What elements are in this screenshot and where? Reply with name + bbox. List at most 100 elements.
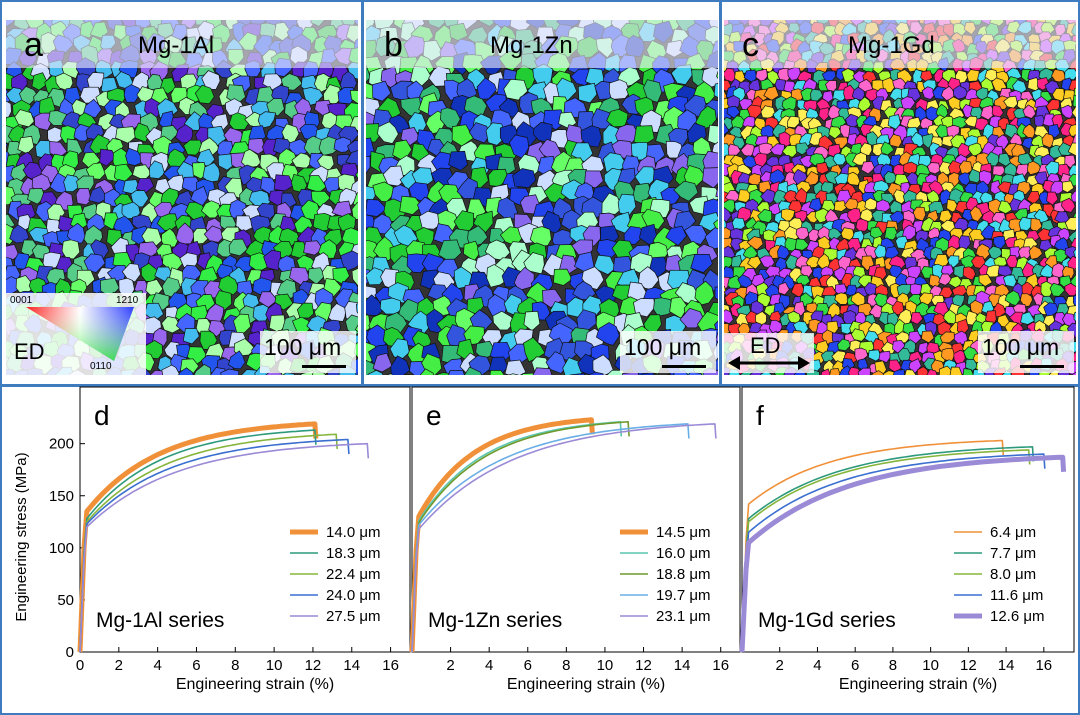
legend-label: 18.8 μm — [656, 566, 711, 583]
panel-header: c Mg-1Gd — [724, 20, 1076, 68]
y-tick-label: 50 — [57, 592, 74, 609]
x-tick-label: 0 — [76, 657, 84, 674]
legend-label: 24.0 μm — [326, 587, 381, 604]
series-line — [741, 439, 1005, 653]
series-line — [411, 423, 690, 653]
series-line — [741, 453, 1046, 653]
legend-label: 6.4 μm — [990, 524, 1036, 541]
panel-divider — [719, 2, 722, 387]
series-line — [79, 438, 350, 653]
y-axis-label: Engineering stress (MPa) — [13, 452, 30, 621]
panel-letter: e — [426, 400, 442, 431]
x-tick-label: 10 — [266, 657, 283, 674]
x-tick-label: 6 — [851, 657, 859, 674]
stress-strain-charts: d 0 2 4 6 8 10 12 14 16 0 50 100 150 200 Engineering st… — [13, 386, 1075, 693]
legend-label: 11.6 μm — [990, 587, 1043, 604]
double-arrow-icon — [728, 356, 810, 370]
alloy-name: Mg-1Zn — [490, 32, 573, 59]
ebsd-map-mg-1al: a Mg-1Al 0001 — [6, 20, 358, 375]
legend-label: 19.7 μm — [656, 587, 711, 604]
x-tick-label: 16 — [1035, 657, 1052, 674]
ebsd-map-mg-1zn: b Mg-1Zn 100 μm — [366, 20, 718, 375]
x-tick-label: 8 — [562, 657, 570, 674]
series-line — [79, 433, 338, 653]
series-line — [79, 442, 370, 653]
series-annotation: Mg-1Gd series — [758, 609, 896, 632]
plot-frame — [79, 386, 411, 653]
ed-direction-indicator: ED — [724, 333, 814, 373]
ed-label: ED — [750, 333, 781, 358]
panel-letter: b — [384, 26, 403, 64]
scale-bar-label: 100 μm — [982, 334, 1060, 360]
series-line — [741, 446, 1035, 653]
series-line — [411, 423, 717, 653]
x-tick-label: 12 — [305, 657, 322, 674]
series-line — [739, 454, 1067, 653]
panel-header: a Mg-1Al — [6, 20, 358, 68]
legend-label: 27.5 μm — [326, 608, 381, 625]
ipf-triangle-icon — [26, 307, 134, 361]
x-tick-label: 8 — [889, 657, 897, 674]
scale-bar-label: 100 μm — [264, 334, 342, 360]
x-tick-label: 4 — [813, 657, 821, 674]
panel-divider — [361, 2, 364, 387]
y-tick-label: 100 — [49, 540, 74, 557]
x-tick-label: 4 — [153, 657, 161, 674]
scale-bar-label: 100 μm — [624, 334, 702, 360]
x-tick-label: 14 — [343, 657, 360, 674]
x-tick-label: 16 — [382, 657, 399, 674]
series-line — [741, 449, 1031, 653]
x-axis-label: Engineering strain (%) — [507, 676, 665, 693]
series-line — [409, 417, 595, 653]
scale-bar-line — [302, 365, 346, 368]
x-tick-label: 6 — [524, 657, 532, 674]
series-line — [79, 429, 317, 653]
x-tick-label: 2 — [115, 657, 123, 674]
ipf-corner-0110: 0110 — [90, 361, 112, 372]
y-tick-label: 200 — [49, 436, 74, 453]
scale-bar: 100 μm — [260, 331, 356, 373]
series-line — [411, 420, 630, 653]
x-tick-label: 10 — [922, 657, 939, 674]
grain-layer — [366, 20, 718, 375]
legend-label: 22.4 μm — [326, 566, 381, 583]
y-tick-label: 150 — [49, 488, 74, 505]
x-tick-label: 12 — [635, 657, 652, 674]
panel-divider — [2, 384, 1080, 387]
legend-label: 14.5 μm — [656, 524, 711, 541]
y-tick-label: 0 — [66, 644, 74, 661]
legend-label: 18.3 μm — [326, 545, 381, 562]
x-tick-label: 8 — [231, 657, 239, 674]
plot-frame — [741, 386, 1075, 653]
series-annotation: Mg-1Al series — [96, 609, 224, 632]
ipf-corner-0001: 0001 — [10, 295, 33, 306]
series-line — [77, 421, 319, 653]
ipf-color-key: 0001 1210 0110 ED — [6, 293, 146, 375]
legend-label: 23.1 μm — [656, 608, 711, 625]
scale-bar: 100 μm — [978, 331, 1074, 373]
x-tick-label: 4 — [485, 657, 493, 674]
x-tick-label: 12 — [960, 657, 977, 674]
legend-label: 12.6 μm — [990, 608, 1045, 625]
legend-label: 14.0 μm — [326, 524, 381, 541]
x-tick-label: 2 — [446, 657, 454, 674]
scale-bar-line — [1020, 365, 1064, 368]
legend-label: 7.7 μm — [990, 545, 1036, 562]
plot-frame — [411, 386, 741, 653]
panel-letter: f — [756, 400, 764, 431]
x-tick-label: 2 — [776, 657, 784, 674]
panel-letter: c — [742, 26, 759, 64]
x-axis-label: Engineering strain (%) — [176, 676, 334, 693]
ipf-corner-1210: 1210 — [116, 295, 139, 306]
grain-layer — [724, 20, 1076, 375]
ebsd-grain-map — [724, 20, 1076, 375]
ebsd-grain-map — [366, 20, 718, 375]
scale-bar: 100 μm — [620, 331, 716, 373]
alloy-name: Mg-1Al — [138, 32, 215, 59]
scale-bar-line — [662, 365, 706, 368]
chart-f: f 2 4 6 8 10 12 14 16 Engineering strain (%) 6.4 μ… — [739, 386, 1075, 693]
series-annotation: Mg-1Zn series — [428, 609, 562, 632]
panel-letter: d — [94, 400, 110, 431]
chart-d: d 0 2 4 6 8 10 12 14 16 0 50 100 150 200 Engineering st… — [13, 386, 411, 693]
